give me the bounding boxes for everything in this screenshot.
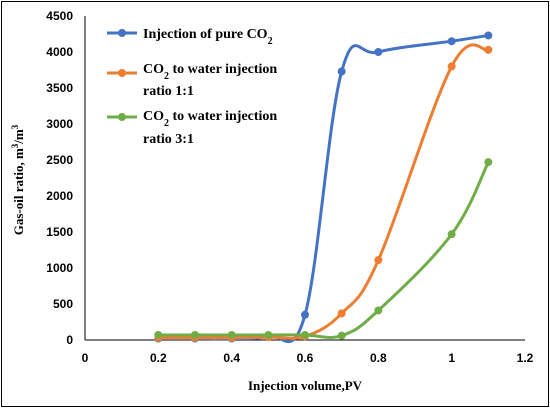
y-tick-label: 3000 — [46, 117, 73, 131]
y-tick-label: 2500 — [46, 153, 73, 167]
legend-item-ratio-3-1: CO2 to water injection ratio 3:1 — [107, 109, 277, 147]
data-point — [227, 330, 236, 339]
y-tick-labels: 0 500 1000 1500 2000 2500 3000 3500 4000 4500 — [46, 9, 73, 347]
x-tick-label: 1 — [448, 351, 455, 365]
series-line — [158, 43, 489, 340]
x-tick-label: 0.4 — [223, 351, 240, 365]
series-3 — [154, 158, 493, 340]
data-point — [484, 31, 493, 40]
y-tick-label: 4000 — [46, 45, 73, 59]
legend-marker-pure-co2 — [118, 29, 126, 37]
data-point — [374, 48, 383, 56]
legend-label-ratio-1-1-line2: ratio 1:1 — [143, 84, 194, 99]
data-point — [301, 330, 309, 339]
series-line — [158, 161, 490, 339]
x-tick-label: 0.2 — [150, 351, 167, 365]
data-point — [484, 45, 493, 54]
y-tick-label: 1500 — [46, 225, 73, 239]
y-axis-title: Gas-oil ratio, m3/m3 — [10, 124, 26, 235]
x-axis-title: Injection volume,PV — [248, 378, 363, 393]
data-point — [447, 62, 456, 71]
series-layer — [154, 31, 493, 343]
y-tick-label: 0 — [66, 333, 73, 347]
legend-marker-ratio-1-1 — [118, 69, 126, 77]
y-tick-label: 1000 — [46, 261, 73, 275]
series-1 — [154, 31, 493, 343]
legend-marker-ratio-3-1 — [118, 113, 126, 121]
y-tick-label: 500 — [53, 297, 73, 311]
legend-label-ratio-3-1-line2: ratio 3:1 — [143, 132, 194, 147]
data-point — [484, 158, 493, 167]
data-point — [154, 330, 163, 339]
data-point — [301, 310, 309, 319]
data-point — [374, 256, 383, 265]
data-point — [447, 230, 456, 239]
legend-label-ratio-3-1-line1: CO2 to water injection — [143, 109, 277, 129]
y-tick-label: 2000 — [46, 189, 73, 203]
x-tick-label: 1.2 — [517, 351, 534, 365]
y-tick-label: 3500 — [46, 81, 73, 95]
data-point — [337, 331, 346, 340]
legend-item-ratio-1-1: CO2 to water injection ratio 1:1 — [107, 62, 277, 99]
x-tick-label: 0 — [82, 351, 89, 365]
legend-label-ratio-1-1-line1: CO2 to water injection — [143, 62, 277, 82]
y-tick-label: 4500 — [46, 9, 73, 23]
x-tick-labels: 0 0.2 0.4 0.6 0.8 1 1.2 — [82, 351, 534, 365]
series-line — [158, 33, 489, 343]
legend: Injection of pure CO2 CO2 to water injec… — [107, 27, 277, 147]
x-tick-label: 0.6 — [297, 351, 314, 365]
data-point — [337, 67, 346, 76]
data-point — [337, 309, 346, 318]
x-tick-label: 0.8 — [370, 351, 387, 365]
data-point — [447, 37, 456, 46]
legend-label-pure-co2: Injection of pure CO2 — [143, 27, 273, 47]
legend-item-pure-co2: Injection of pure CO2 — [107, 27, 273, 47]
data-point — [374, 306, 383, 315]
data-point — [191, 330, 199, 339]
data-point — [264, 330, 273, 339]
